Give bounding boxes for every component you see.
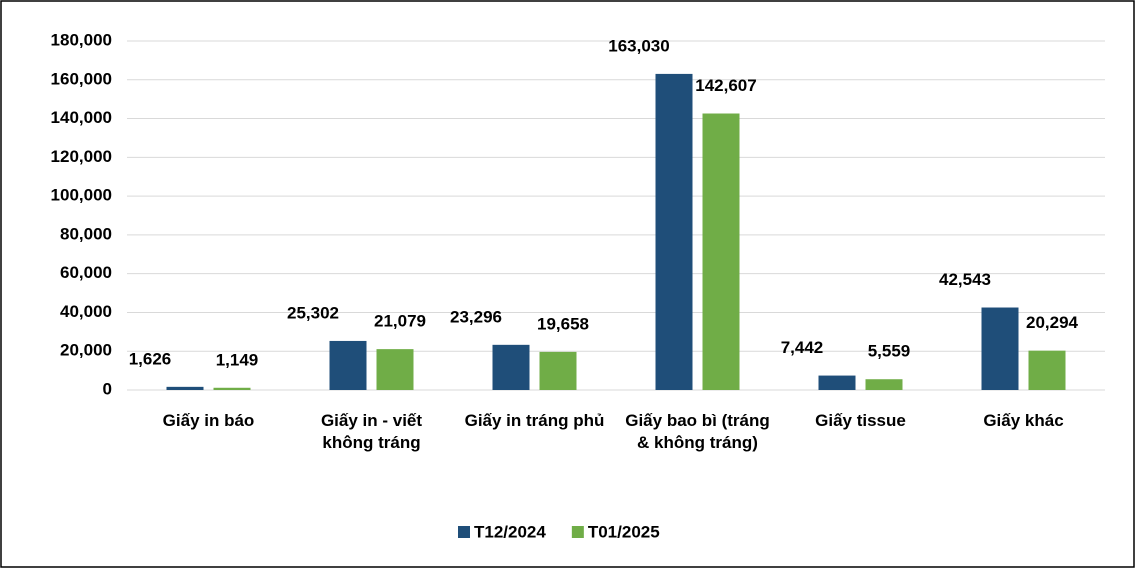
x-tick-label: Giấy khác [983, 411, 1063, 430]
label-line: Giấy in - viết [321, 411, 422, 430]
bar [702, 113, 740, 391]
x-tick-label: Giấy in báo [163, 411, 255, 430]
legend-label: T01/2025 [588, 522, 660, 541]
y-tick-label: 160,000 [51, 69, 112, 88]
legend-swatch [458, 526, 470, 538]
bar [865, 379, 903, 390]
label-line: Giấy bao bì (tráng [625, 411, 770, 430]
y-tick-label: 80,000 [60, 224, 112, 243]
bar [539, 351, 577, 390]
data-label: 142,607 [695, 76, 756, 95]
y-tick-label: 100,000 [51, 186, 112, 205]
bar [213, 387, 251, 390]
y-tick-label: 60,000 [60, 263, 112, 282]
label-line: Giấy khác [983, 411, 1063, 430]
legend-swatch [571, 526, 584, 538]
data-label: 7,442 [781, 338, 824, 357]
label-line: Giấy in tráng phủ [465, 411, 605, 430]
data-label: 163,030 [608, 36, 669, 55]
y-tick-label: 140,000 [51, 108, 112, 127]
data-label: 1,626 [129, 349, 172, 368]
data-label: 21,079 [374, 312, 426, 331]
legend-label: T12/2024 [474, 522, 546, 541]
y-tick-label: 40,000 [60, 302, 112, 321]
bar [818, 375, 856, 390]
data-label: 23,296 [450, 307, 502, 326]
data-label: 5,559 [868, 342, 911, 361]
label-line: không tráng [322, 433, 420, 452]
y-tick-label: 20,000 [60, 341, 112, 360]
bar [166, 386, 204, 390]
bar [1028, 350, 1066, 390]
data-label: 42,543 [939, 270, 991, 289]
x-tick-label: Giấy tissue [815, 411, 906, 430]
data-label: 20,294 [1026, 313, 1079, 332]
y-tick-label: 0 [103, 379, 112, 398]
bar [376, 349, 414, 390]
bar [329, 340, 367, 390]
x-tick-label: Giấy in - viết không tráng [321, 411, 422, 452]
x-tick-label: Giấy in tráng phủ [465, 411, 605, 430]
bar [655, 73, 693, 390]
x-tick-label: Giấy bao bì (tráng & không tráng) [625, 411, 770, 452]
label-line: Giấy in báo [163, 411, 255, 430]
y-tick-label: 180,000 [51, 30, 112, 49]
bar [981, 307, 1019, 390]
bar [492, 344, 530, 390]
data-label: 19,658 [537, 314, 589, 333]
y-tick-label: 120,000 [51, 147, 112, 166]
label-line: & không tráng) [637, 433, 758, 452]
data-label: 1,149 [216, 350, 259, 369]
data-label: 25,302 [287, 303, 339, 322]
label-line: Giấy tissue [815, 411, 906, 430]
